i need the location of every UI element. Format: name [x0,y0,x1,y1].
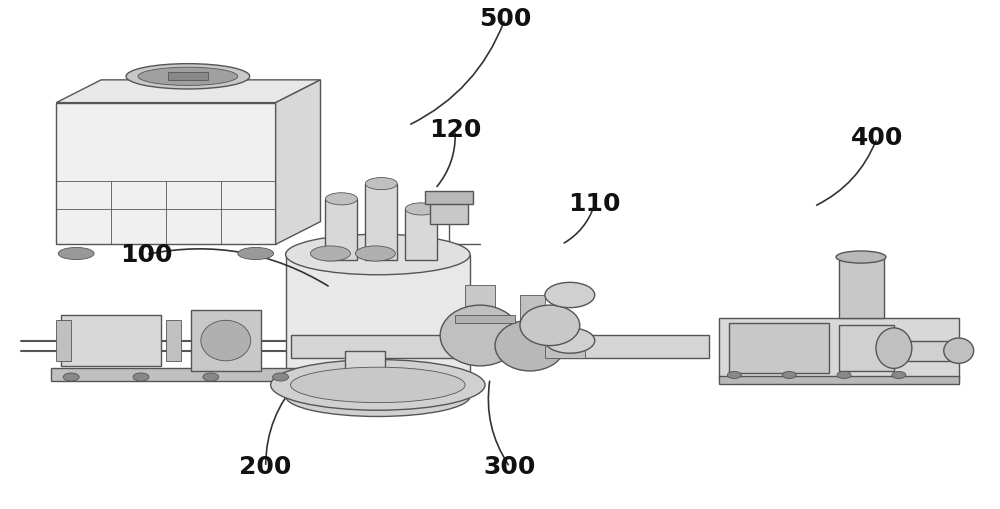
Text: 120: 120 [429,119,481,143]
Bar [719,376,959,384]
Bar [520,295,545,320]
Bar [56,103,276,244]
Ellipse shape [271,359,485,410]
Text: 400: 400 [851,126,903,150]
Bar [904,341,959,361]
Ellipse shape [836,251,886,263]
Ellipse shape [126,64,250,89]
Ellipse shape [355,246,395,261]
Bar [166,320,181,361]
Bar [286,254,470,396]
Ellipse shape [545,328,595,353]
Text: 100: 100 [120,242,172,267]
Ellipse shape [63,373,79,381]
Ellipse shape [892,372,906,379]
Ellipse shape [440,305,520,366]
Bar [425,191,473,204]
Ellipse shape [876,328,912,369]
Ellipse shape [291,367,465,403]
Bar [405,209,437,260]
Ellipse shape [133,373,149,381]
Ellipse shape [405,203,437,215]
Ellipse shape [495,320,565,371]
Bar [465,285,495,315]
Bar [365,184,397,260]
Bar [729,323,829,374]
Ellipse shape [782,372,796,379]
Bar [545,338,585,358]
Bar [430,194,468,224]
Ellipse shape [138,67,238,86]
Bar [61,315,161,366]
Bar [168,72,208,80]
Ellipse shape [837,372,851,379]
Ellipse shape [286,376,470,416]
Bar [839,257,884,318]
Text: 300: 300 [484,455,536,479]
Ellipse shape [311,246,350,261]
Bar [839,325,894,371]
Bar [291,335,709,358]
Bar [191,310,261,371]
Ellipse shape [365,178,397,190]
Ellipse shape [58,247,94,260]
Polygon shape [56,80,320,103]
Bar [719,318,959,379]
Text: 500: 500 [479,7,531,31]
Ellipse shape [545,282,595,307]
Ellipse shape [238,247,274,260]
Ellipse shape [727,372,741,379]
Polygon shape [276,80,320,244]
Bar [345,351,385,396]
Ellipse shape [273,373,289,381]
Ellipse shape [520,305,580,346]
Ellipse shape [325,193,357,205]
Bar [325,199,357,260]
Text: 200: 200 [239,455,292,479]
Bar [56,320,71,361]
Bar [455,315,515,323]
Bar [51,369,301,381]
Ellipse shape [201,320,251,361]
Ellipse shape [286,234,470,275]
Text: 110: 110 [568,192,621,216]
Ellipse shape [203,373,219,381]
Ellipse shape [944,338,974,363]
